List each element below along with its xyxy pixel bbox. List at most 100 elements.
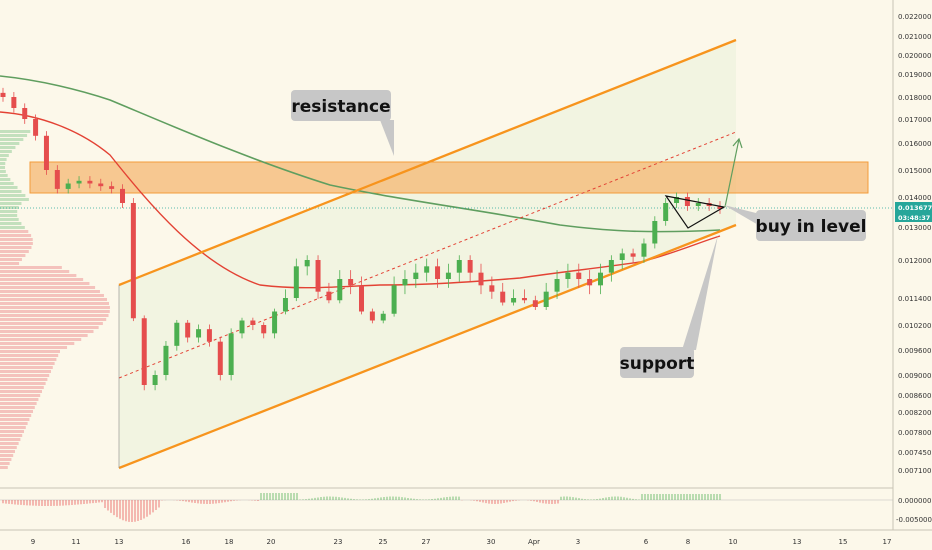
volume-profile-bar — [0, 198, 29, 201]
candle-body — [532, 300, 538, 307]
price-tick-label: 0.016000 — [898, 140, 931, 148]
resistance-callout-pointer — [380, 120, 394, 156]
price-tick-label: 0.010200 — [898, 322, 931, 330]
candle-body — [87, 180, 93, 184]
volume-profile-bar — [0, 334, 88, 337]
volume-profile-bar — [0, 282, 90, 285]
price-tick-label: 0.013000 — [898, 224, 931, 232]
volume-profile-bar — [0, 190, 22, 193]
price-tick-label: 0.009600 — [898, 347, 931, 355]
volume-profile-bar — [0, 402, 37, 405]
candle-body — [33, 119, 39, 136]
volume-profile-bar — [0, 234, 32, 237]
candle-body — [576, 272, 582, 279]
time-badge-text: 03:48:37 — [898, 214, 930, 222]
volume-profile-bar — [0, 314, 109, 317]
price-tick-label: 0.017000 — [898, 116, 931, 124]
candlestick-series — [0, 87, 723, 391]
volume-profile-bar — [0, 382, 46, 385]
candle-body — [587, 279, 593, 286]
volume-profile-bar — [0, 174, 8, 177]
candle-body — [250, 320, 256, 325]
time-tick-label: 20 — [267, 538, 276, 546]
candle-body — [500, 291, 506, 303]
volume-profile-bar — [0, 426, 26, 429]
volume-profile-bar — [0, 430, 24, 433]
volume-profile-bar — [0, 354, 59, 357]
volume-profile-bar — [0, 134, 28, 137]
candle-body — [619, 253, 625, 260]
candle-body — [217, 341, 223, 375]
candle-body — [695, 203, 701, 206]
candle-body — [109, 186, 115, 189]
support-callout-pointer — [682, 235, 718, 350]
ma-fast-line — [0, 111, 721, 289]
volume-profile-bar — [0, 290, 100, 293]
oscillator-tick-zero: 0.000000 — [898, 497, 931, 505]
resistance-callout-box — [291, 90, 391, 121]
price-tick-label: 0.015000 — [898, 167, 931, 175]
candle-body — [456, 260, 462, 273]
candle-body — [163, 345, 169, 375]
buy-in-level-label: buy in level — [756, 217, 867, 237]
volume-profile-bar — [0, 286, 96, 289]
candle-body — [608, 260, 614, 273]
candle-body — [54, 170, 60, 189]
volume-profile-bar — [0, 154, 9, 157]
candle-body — [489, 285, 495, 292]
candle-body — [293, 266, 299, 298]
volume-profile-bar — [0, 450, 15, 453]
time-tick-label: 15 — [839, 538, 848, 546]
volume-profile-bar — [0, 242, 33, 245]
volume-profile-bar — [0, 446, 17, 449]
volume-profile-bar — [0, 262, 20, 265]
volume-profile-bar — [0, 258, 22, 261]
volume-profile-bar — [0, 302, 109, 305]
volume-profile-bar — [0, 362, 55, 365]
volume-profile-bar — [0, 306, 110, 309]
oscillator-histogram — [2, 493, 721, 522]
volume-profile-bar — [0, 410, 33, 413]
candle-body — [511, 298, 517, 303]
candle-body — [174, 322, 180, 346]
volume-profile-bar — [0, 178, 11, 181]
volume-profile-bar — [0, 238, 33, 241]
volume-profile-bar — [0, 442, 19, 445]
volume-profile-bar — [0, 206, 19, 209]
channel-midline — [118, 131, 737, 379]
candle-body — [185, 322, 191, 338]
volume-profile-bar — [0, 462, 10, 465]
price-axis[interactable]: 0.022000 0.021000 0.020000 0.019000 0.018000… — [898, 13, 931, 475]
volume-profile-bar — [0, 390, 42, 393]
price-tick-label: 0.007800 — [898, 429, 931, 437]
price-tick-label: 0.008200 — [898, 409, 931, 417]
volume-profile-bar — [0, 438, 21, 441]
volume-profile-bar — [0, 338, 82, 341]
candle-body — [261, 325, 267, 334]
time-tick-label: 10 — [729, 538, 738, 546]
price-badge — [895, 202, 932, 212]
candle-body — [196, 329, 202, 338]
candle-body — [641, 243, 647, 257]
volume-profile-bar — [0, 298, 107, 301]
candle-body — [65, 183, 71, 189]
lower-channel-line — [118, 223, 737, 470]
price-tick-label: 0.007100 — [898, 467, 931, 475]
volume-profile-bar — [0, 138, 24, 141]
candle-body — [478, 272, 484, 286]
volume-profile-bar — [0, 274, 77, 277]
time-tick-label: Apr — [528, 538, 540, 546]
candle-body — [282, 298, 288, 312]
price-tick-label: 0.014000 — [898, 194, 931, 202]
volume-profile-bar — [0, 434, 23, 437]
candle-body — [120, 188, 125, 203]
volume-profile-bar — [0, 186, 18, 189]
time-axis[interactable]: 9 11 13 16 18 20 23 25 27 30 Apr 3 6 8 10 13 15 17 — [31, 538, 892, 546]
candle-body — [598, 272, 603, 286]
channel-fill — [119, 40, 736, 468]
candle-body — [554, 279, 560, 292]
volume-profile-bar — [0, 294, 104, 297]
price-tick-label: 0.011400 — [898, 295, 931, 303]
time-tick-label: 9 — [31, 538, 35, 546]
